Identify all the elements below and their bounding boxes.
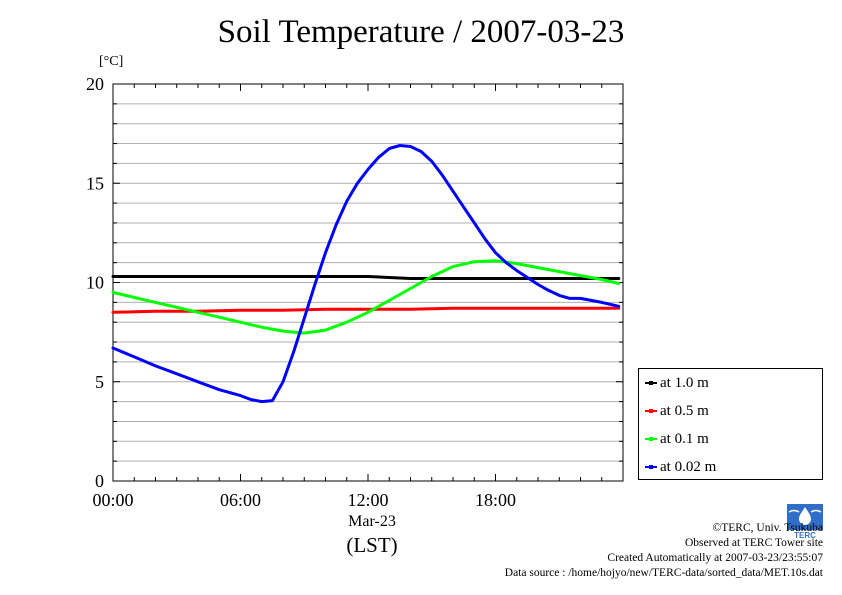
legend-label-05m: at 0.5 m xyxy=(660,402,709,419)
series-line-2 xyxy=(111,259,621,335)
credits-created: Created Automatically at 2007-03-23/23:5… xyxy=(607,552,823,564)
legend-swatch-05m xyxy=(645,409,657,413)
x-tick-label: 12:00 xyxy=(347,490,388,510)
credits-copyright: ©TERC, Univ. Tsukuba xyxy=(712,522,823,534)
logo-text: TERC xyxy=(794,531,816,539)
legend-swatch-002m xyxy=(645,465,657,469)
x-axis-timezone-label: (LST) xyxy=(346,533,398,557)
legend-item-1m: at 1.0 m xyxy=(645,373,709,393)
y-axis-unit: [°C] xyxy=(99,54,124,69)
x-tick-label: 00:00 xyxy=(92,490,133,510)
x-axis-date-label: Mar-23 xyxy=(348,513,396,530)
series-line-0 xyxy=(111,275,621,280)
legend-swatch-01m xyxy=(645,437,657,441)
credits-block: ©TERC, Univ. Tsukuba Observed at TERC To… xyxy=(505,521,823,581)
chart-title: Soil Temperature / 2007-03-23 xyxy=(217,14,625,50)
y-tick-label: 10 xyxy=(86,273,104,293)
y-tick-label: 20 xyxy=(86,74,104,94)
legend-label-01m: at 0.1 m xyxy=(660,430,709,447)
legend-item-002m: at 0.02 m xyxy=(645,457,716,477)
credits-site: Observed at TERC Tower site xyxy=(684,537,823,549)
y-tick-label: 0 xyxy=(95,471,104,491)
series-line-3 xyxy=(111,144,621,404)
legend-item-01m: at 0.1 m xyxy=(645,429,709,449)
y-tick-label: 15 xyxy=(86,173,104,193)
y-tick-label: 5 xyxy=(95,372,104,392)
x-tick-label: 06:00 xyxy=(220,490,261,510)
x-tick-label: 18:00 xyxy=(475,490,516,510)
legend-item-05m: at 0.5 m xyxy=(645,401,709,421)
legend-label-002m: at 0.02 m xyxy=(660,458,717,475)
chart-legend: at 1.0 m at 0.5 m at 0.1 m at 0.02 m xyxy=(638,368,823,480)
legend-label-1m: at 1.0 m xyxy=(660,374,709,391)
credits-source: Data source : /home/hojyo/new/TERC-data/… xyxy=(504,567,823,579)
legend-swatch-1m xyxy=(645,381,657,385)
terc-logo-icon: TERC xyxy=(787,504,823,539)
